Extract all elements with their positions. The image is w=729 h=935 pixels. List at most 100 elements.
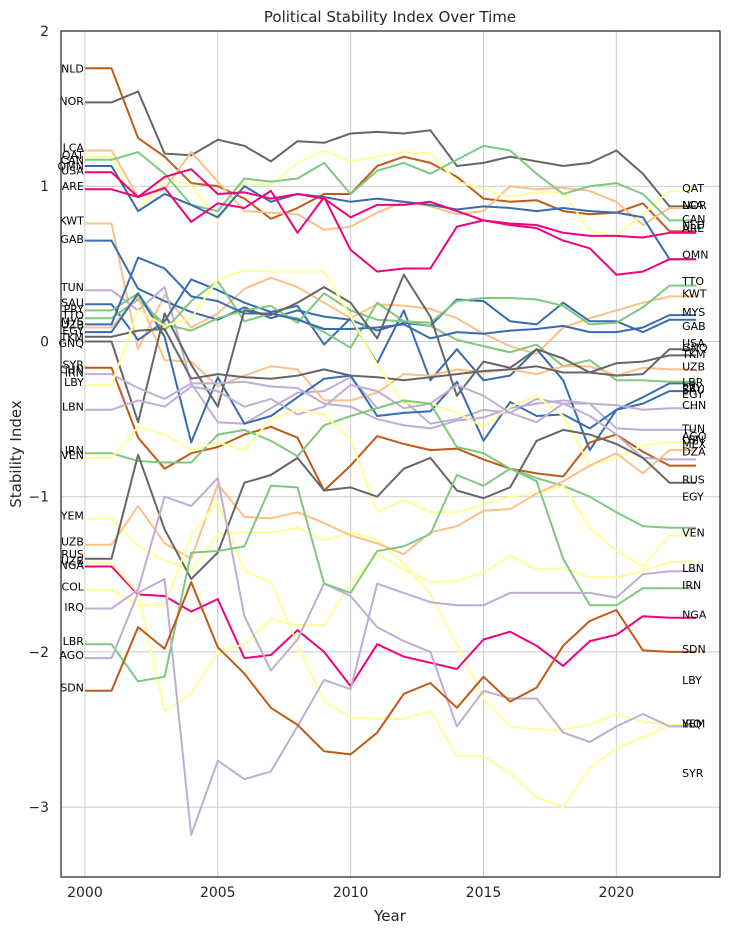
series-label-end: QAT — [682, 182, 704, 195]
series-label-end: NOR — [682, 199, 707, 212]
series-label-start: SYR — [63, 359, 85, 372]
plot-frame — [60, 30, 721, 878]
series-label-start: LCA — [63, 141, 85, 154]
series-line-pry — [84, 279, 697, 383]
series-line-nor — [84, 90, 697, 208]
series-label-end: MYS — [682, 306, 705, 319]
x-axis-ticks: 2000 2005 2010 2015 2020 — [67, 885, 634, 901]
y-tick-label: 2 — [40, 24, 49, 40]
series-label-start: IRN — [65, 444, 84, 457]
series-label-end: ARE — [682, 222, 704, 235]
series-label-start: COL — [61, 581, 84, 594]
series-line-lbr — [84, 467, 697, 683]
series-label-end: SDN — [682, 643, 706, 656]
series-label-end: CAN — [682, 213, 705, 226]
series-label-start: MYS — [61, 315, 84, 328]
series-label-end: VEN — [682, 526, 705, 539]
series-label-end: LBN — [682, 562, 704, 575]
series-line-nld — [84, 67, 697, 233]
series-label-end: IRN — [682, 579, 701, 592]
series-line-col — [84, 500, 697, 809]
series-line-lca — [84, 149, 697, 231]
series-label-end: PRY — [682, 382, 703, 395]
series-label-end: EGY — [682, 388, 704, 401]
series-line-tun — [84, 553, 697, 712]
series-label-start: UZB — [61, 554, 84, 567]
series-label-start: TTO — [61, 309, 84, 322]
series-label-start: USA — [61, 165, 84, 178]
y-tick-label: −2 — [28, 645, 49, 661]
series-line-nga — [84, 565, 697, 688]
series-label-start: YEM — [60, 509, 84, 522]
series-line-tto — [84, 284, 697, 332]
series-label-start: KWT — [59, 214, 84, 227]
series-line-ago — [84, 570, 697, 837]
series-label-start: IRQ — [64, 601, 84, 614]
y-tick-label: −1 — [28, 490, 49, 506]
series-line-lbn — [84, 383, 697, 461]
y-tick-label: 1 — [40, 179, 49, 195]
series-line-chn — [84, 373, 697, 430]
x-tick-label: 2015 — [466, 885, 502, 901]
series-label-end: UZB — [682, 360, 705, 373]
series-label-end: LBR — [682, 376, 704, 389]
series-label-start: GAB — [60, 233, 84, 246]
series-label-end: NGA — [682, 609, 707, 622]
series-line-syr — [84, 366, 697, 492]
series-label-start: AGO — [59, 649, 84, 662]
y-tick-label: 0 — [40, 334, 49, 350]
series-label-start: TUN — [60, 281, 84, 294]
series-label-start: LBY — [64, 376, 84, 389]
series-line-egy — [84, 292, 697, 444]
series-label-end: NLD — [682, 219, 705, 232]
series-line-irn — [84, 399, 697, 529]
x-tick-label: 2020 — [599, 885, 635, 901]
series-line-sdn — [84, 581, 697, 756]
series-label-start: ARE — [62, 180, 84, 193]
series-label-start: QAT — [62, 149, 84, 162]
series-line-ven — [84, 408, 697, 568]
series-label-end: LBY — [682, 674, 702, 687]
series-label-end: IRQ — [682, 717, 702, 730]
series-label-end: CHN — [682, 399, 706, 412]
series-label-start: NOR — [59, 95, 84, 108]
y-tick-label: −3 — [28, 800, 49, 816]
series-label-end: TTO — [681, 275, 704, 288]
series-label-start: UZB — [61, 536, 84, 549]
series-label-start: CHN — [60, 363, 84, 376]
series-label-start: SAU — [61, 297, 84, 310]
series-label-end: TKM — [681, 348, 705, 361]
series-lines — [84, 67, 697, 837]
series-label-end: TUN — [681, 422, 705, 435]
series-labels: NLDNORLCAQATCANOMNUSAAREKWTGABTUNSAUPRYT… — [58, 62, 709, 780]
series-line-are — [84, 186, 697, 276]
series-label-start: UZB — [61, 318, 84, 331]
series-label-start: VEN — [61, 449, 84, 462]
series-label-end: OMN — [682, 249, 708, 262]
series-label-end: YEM — [681, 717, 705, 730]
series-line-gnq — [84, 273, 697, 424]
series-line-qat — [84, 149, 697, 237]
series-label-end: MEX — [682, 438, 706, 451]
series-label-start: EGY — [62, 325, 84, 338]
series-label-end: USA — [682, 337, 705, 350]
series-label-start: LBR — [63, 635, 85, 648]
series-label-start: SDN — [60, 682, 84, 695]
series-label-start: PRY — [64, 303, 85, 316]
y-axis-ticks: −3 −2 −1 0 1 2 — [28, 24, 49, 816]
series-label-end: SAU — [682, 384, 705, 397]
series-label-end: GAB — [682, 320, 706, 333]
series-label-end: DZA — [682, 446, 706, 459]
series-label-end: LCA — [682, 199, 704, 212]
series-line-can — [84, 144, 697, 222]
series-label-end: SYR — [682, 767, 704, 780]
series-label-start: OMN — [58, 160, 84, 173]
series-label-start: NGA — [60, 559, 85, 572]
x-tick-label: 2010 — [333, 885, 369, 901]
series-label-end: AGO — [682, 430, 707, 443]
series-line-sau — [84, 278, 697, 452]
series-label-end: KWT — [682, 287, 707, 300]
series-label-start: GNQ — [58, 337, 84, 350]
series-label-end: GNQ — [682, 342, 708, 355]
